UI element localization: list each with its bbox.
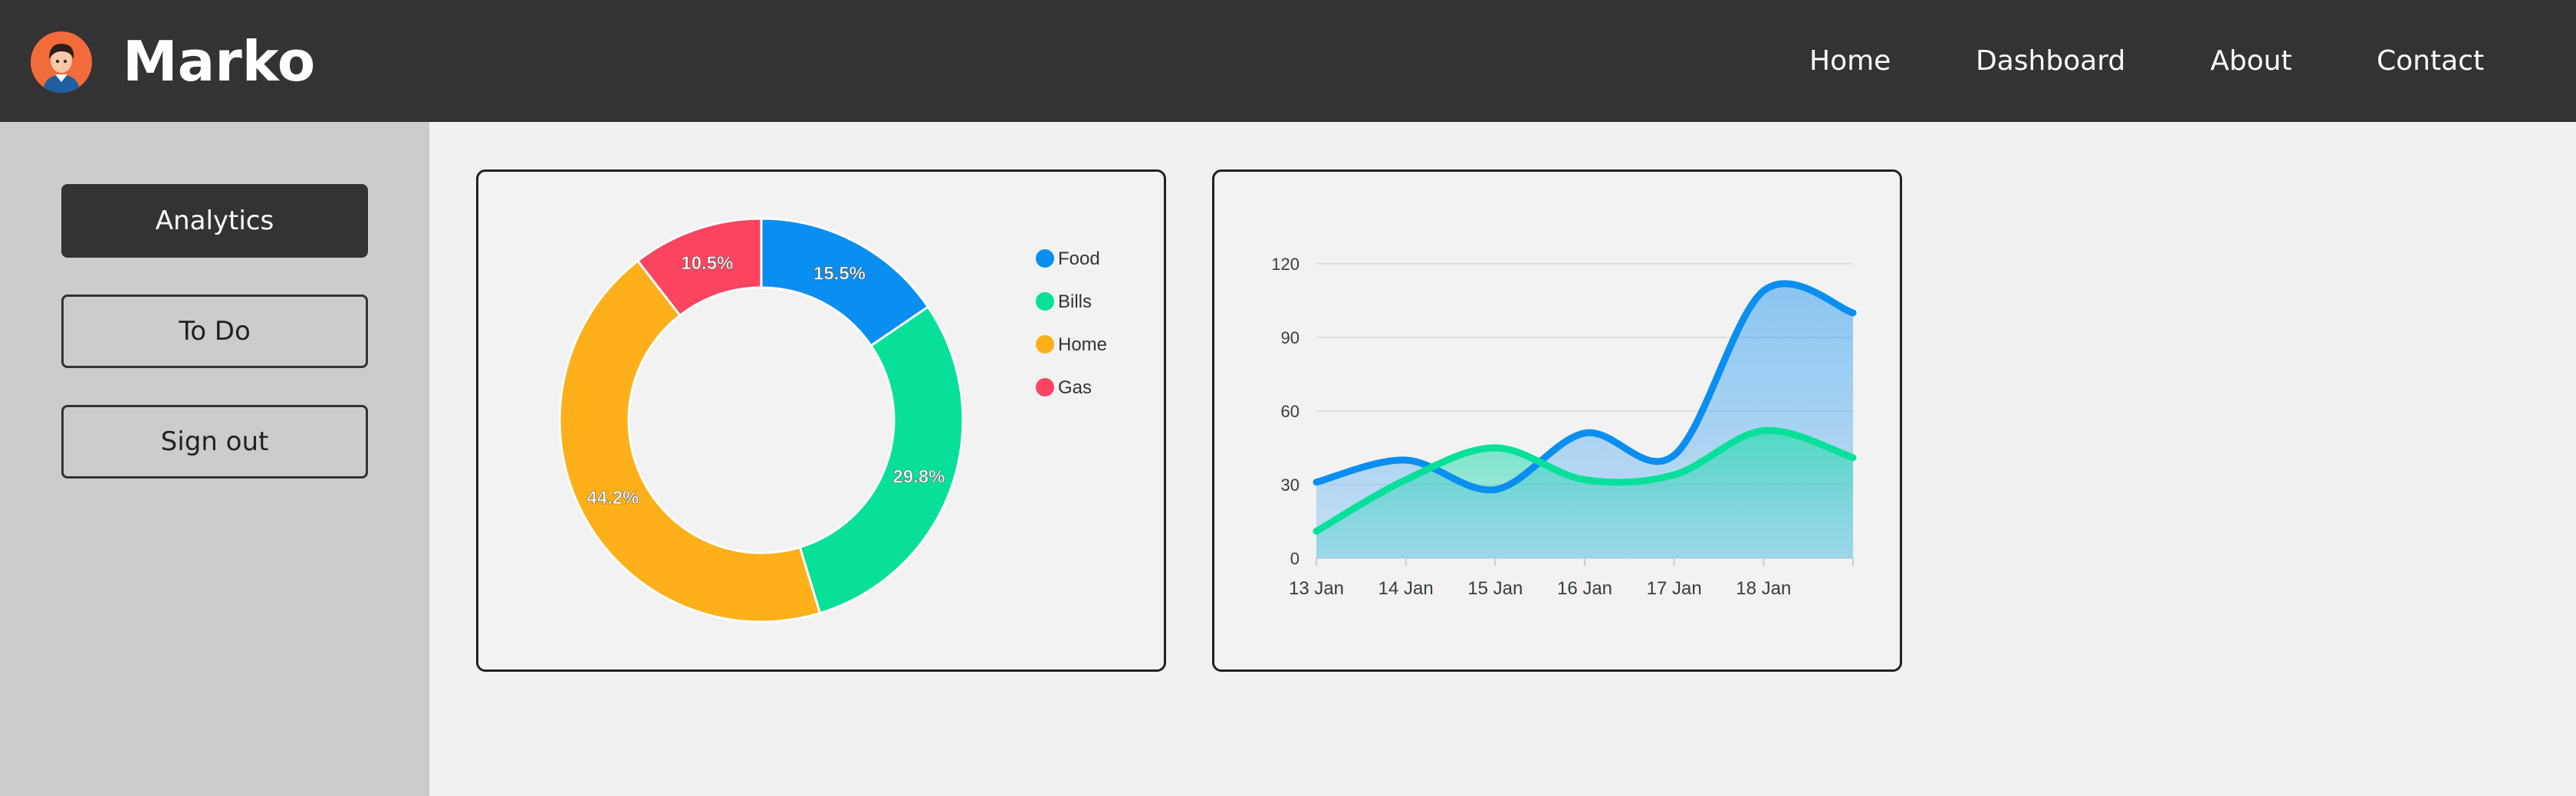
area-fill-series-2 — [1316, 430, 1853, 558]
brand-name: Marko — [123, 29, 316, 94]
donut-slice-home[interactable] — [558, 259, 822, 623]
donut-slice-label: 29.8% — [893, 467, 945, 488]
legend-label-bills[interactable]: Bills — [1058, 291, 1092, 312]
donut-slice-label: 10.5% — [681, 253, 733, 274]
legend-marker — [1036, 292, 1054, 311]
nav-dashboard[interactable]: Dashboard — [1976, 45, 2126, 77]
nav-contact[interactable]: Contact — [2377, 45, 2485, 77]
y-tick-label: 60 — [1281, 402, 1300, 421]
sign-out-button[interactable]: Sign out — [61, 405, 368, 479]
analytics-button[interactable]: Analytics — [61, 184, 368, 258]
nav-home[interactable]: Home — [1809, 45, 1891, 77]
legend-label-food[interactable]: Food — [1058, 248, 1100, 269]
y-tick-label: 120 — [1271, 255, 1300, 274]
sidebar: Analytics To Do Sign out — [0, 122, 429, 796]
area-chart-card: 0 30 60 90 120 13 Jan 14 Jan 15 Jan 16 Jan 17 Jan… — [1212, 169, 1902, 672]
nav-about[interactable]: About — [2210, 45, 2292, 77]
legend-marker — [1036, 378, 1054, 396]
avatar — [31, 31, 92, 93]
y-tick-label: 90 — [1281, 328, 1300, 347]
donut-slice-bills[interactable] — [798, 305, 964, 615]
legend-label-gas[interactable]: Gas — [1058, 377, 1092, 398]
line-series-2[interactable] — [1313, 426, 1857, 535]
x-tick-label: 17 Jan — [1647, 578, 1702, 599]
x-tick-label: 13 Jan — [1289, 578, 1344, 599]
donut-chart-card: 15.5% 29.8% 44.2% 10.5% Food Bills Home Gas — [476, 169, 1166, 672]
line-series-1[interactable] — [1313, 280, 1857, 494]
area-chart: 0 30 60 90 120 13 Jan 14 Jan 15 Jan 16 Jan 17 Jan… — [1271, 255, 1857, 599]
legend-marker — [1036, 249, 1054, 268]
legend-label-home[interactable]: Home — [1058, 334, 1107, 355]
x-tick-label: 14 Jan — [1378, 578, 1434, 599]
x-tick-label: 15 Jan — [1467, 578, 1523, 599]
y-tick-label: 30 — [1281, 475, 1300, 495]
x-tick-label: 16 Jan — [1557, 578, 1612, 599]
x-tick-label: 18 Jan — [1736, 578, 1791, 599]
donut-slice-label: 15.5% — [813, 263, 866, 284]
top-navbar: Marko Home Dashboard About Contact — [0, 0, 2576, 122]
legend-marker — [1036, 335, 1054, 354]
todo-button[interactable]: To Do — [61, 294, 368, 368]
donut-chart: 15.5% 29.8% 44.2% 10.5% Food Bills Home Gas — [558, 217, 1107, 623]
donut-slice-label: 44.2% — [586, 488, 639, 508]
donut-slice-gas[interactable] — [636, 217, 763, 317]
y-tick-label: 0 — [1290, 549, 1300, 568]
